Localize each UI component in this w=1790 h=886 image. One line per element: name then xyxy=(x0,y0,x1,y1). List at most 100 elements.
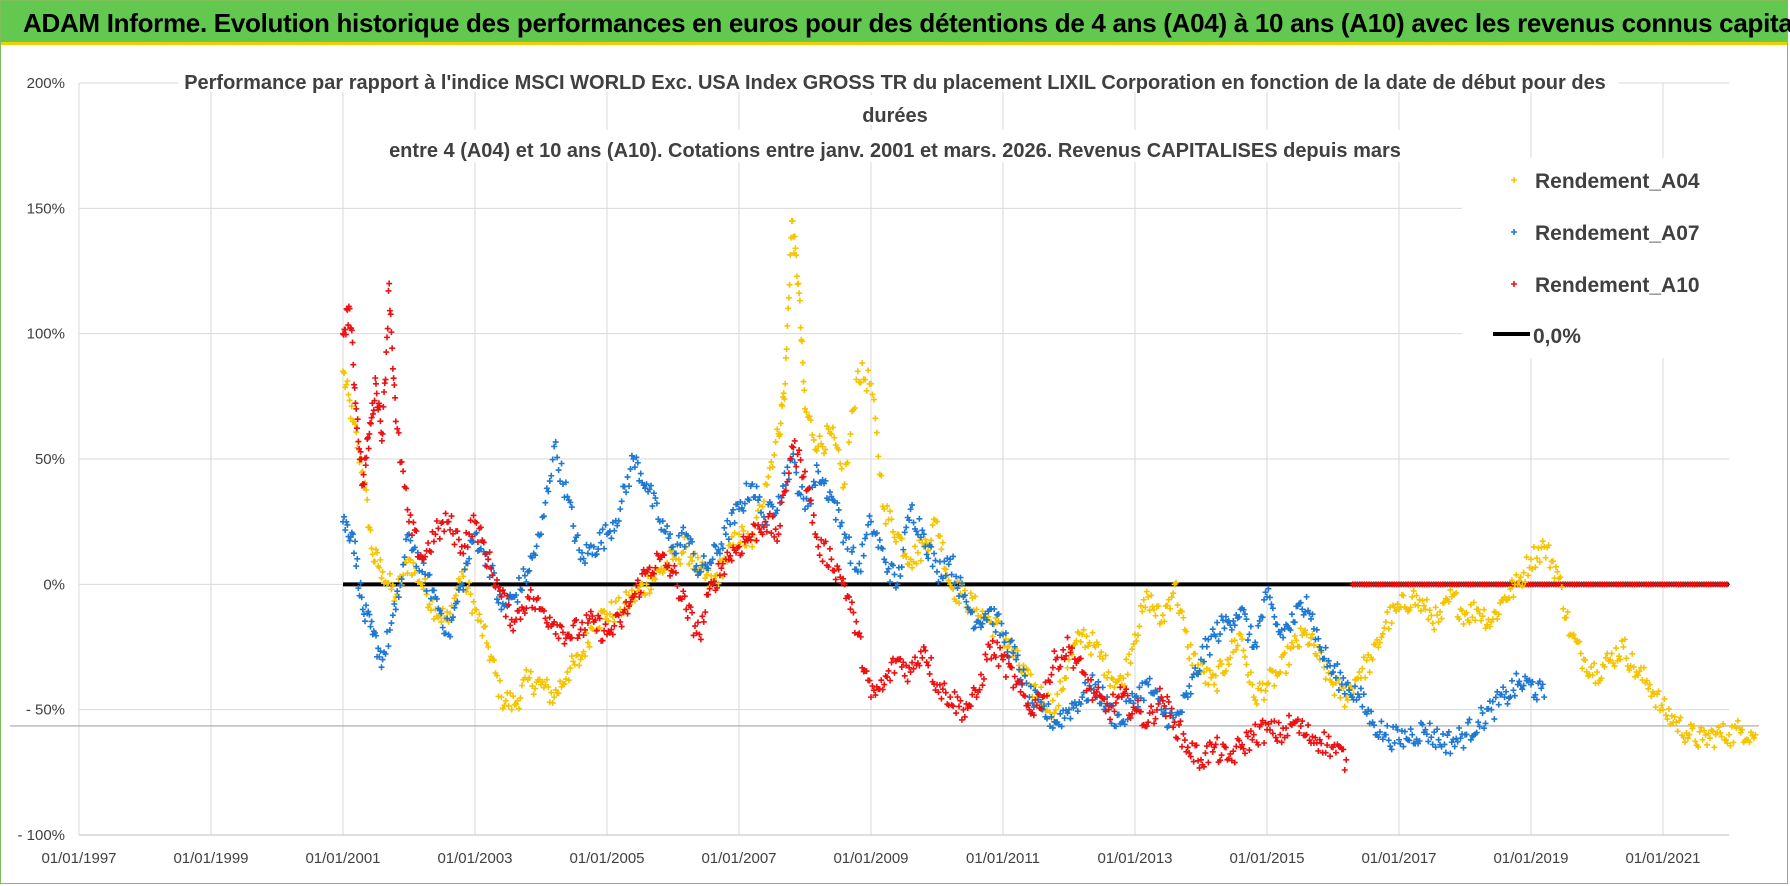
rendement-a07-point xyxy=(624,474,631,481)
rendement-a07-point xyxy=(1476,723,1483,730)
rendement-a04-point xyxy=(1739,726,1746,733)
rendement-a10-point xyxy=(1002,673,1009,680)
rendement-a07-point xyxy=(1214,619,1221,626)
rendement-a07-point xyxy=(910,519,917,526)
rendement-a07-point xyxy=(1014,652,1021,659)
x-tick-label: 01/01/2007 xyxy=(701,850,776,867)
rendement-a10-point xyxy=(505,601,512,608)
rendement-a04-point xyxy=(1170,590,1177,597)
rendement-a10-point xyxy=(1127,714,1134,721)
rendement-a10-point xyxy=(1341,766,1348,773)
rendement-a10-point xyxy=(1108,702,1115,709)
rendement-a07-point xyxy=(1501,694,1508,701)
rendement-a10-point xyxy=(1217,757,1224,764)
rendement-a10-point xyxy=(558,623,565,630)
rendement-a04-point xyxy=(368,545,375,552)
rendement-a04-point xyxy=(513,701,520,708)
rendement-a04-point xyxy=(1308,634,1314,641)
rendement-a04-point xyxy=(913,560,920,567)
rendement-a04-point xyxy=(476,611,483,618)
rendement-a04-point xyxy=(782,380,789,387)
rendement-a07-point xyxy=(1473,729,1480,736)
rendement-a04-point xyxy=(367,527,374,534)
rendement-a04-point xyxy=(1514,581,1521,588)
rendement-a04-point xyxy=(1652,704,1659,711)
rendement-a04-point xyxy=(1748,729,1754,736)
rendement-a07-point xyxy=(1451,743,1458,750)
rendement-a04-point xyxy=(558,683,565,690)
rendement-a04-point xyxy=(1563,614,1570,621)
rendement-a10-point xyxy=(1284,732,1291,739)
rendement-a04-point xyxy=(1249,681,1256,688)
rendement-a10-point xyxy=(1187,753,1194,760)
rendement-a10-point xyxy=(568,634,575,641)
rendement-a10-point xyxy=(956,703,962,710)
rendement-a07-point xyxy=(865,521,872,528)
rendement-a04-point xyxy=(438,619,445,626)
rendement-a07-point xyxy=(1504,700,1511,707)
rendement-a07-point xyxy=(397,582,404,589)
rendement-a10-point xyxy=(502,613,509,620)
rendement-a10-point xyxy=(859,664,866,671)
rendement-a07-point xyxy=(1324,663,1331,670)
rendement-a07-point xyxy=(1536,678,1543,685)
rendement-a04-point xyxy=(1296,643,1303,650)
rendement-a07-point xyxy=(846,534,852,541)
rendement-a07-point xyxy=(856,560,863,567)
rendement-a04-point xyxy=(1127,660,1134,667)
rendement-a07-point xyxy=(376,653,383,660)
rendement-a10-point xyxy=(716,572,723,579)
rendement-a07-point xyxy=(699,562,706,569)
rendement-a07-point xyxy=(832,516,839,523)
rendement-a07-point xyxy=(514,598,521,605)
rendement-a10-point xyxy=(580,632,587,639)
rendement-a10-point xyxy=(807,497,814,504)
rendement-a04-point xyxy=(763,481,770,488)
rendement-a07-point xyxy=(1325,657,1332,664)
rendement-a07-point xyxy=(653,500,660,507)
rendement-a10-point xyxy=(672,569,679,576)
rendement-a10-point xyxy=(978,671,984,678)
rendement-a10-point xyxy=(445,518,452,525)
rendement-a04-point xyxy=(903,553,910,560)
rendement-a04-point xyxy=(526,674,533,681)
rendement-a07-point xyxy=(702,561,709,568)
rendement-a10-point xyxy=(670,568,676,575)
rendement-a04-point xyxy=(1630,664,1637,671)
rendement-a04-point xyxy=(1082,644,1089,651)
rendement-a07-point xyxy=(826,489,833,496)
rendement-a04-point xyxy=(426,601,433,608)
rendement-a04-point xyxy=(1507,586,1514,593)
rendement-a04-point xyxy=(407,556,414,563)
rendement-a10-point xyxy=(671,562,678,569)
rendement-a10-point xyxy=(464,544,471,551)
rendement-a07-point xyxy=(1419,721,1426,728)
rendement-a07-point xyxy=(667,531,674,538)
rendement-a07-point xyxy=(1442,749,1449,756)
rendement-a07-point xyxy=(368,618,375,625)
rendement-a07-point xyxy=(378,664,385,671)
rendement-a10-point xyxy=(1252,721,1259,728)
rendement-a04-point xyxy=(1052,706,1059,713)
rendement-a07-point xyxy=(674,541,681,548)
rendement-a04-point xyxy=(1063,675,1070,682)
rendement-a10-point xyxy=(1297,723,1304,730)
rendement-a10-point xyxy=(358,456,365,463)
rendement-a10-point xyxy=(721,571,728,578)
rendement-a04-point xyxy=(574,651,581,658)
rendement-a04-point xyxy=(1002,635,1009,642)
rendement-a10-point xyxy=(474,539,481,546)
rendement-a04-point xyxy=(510,693,517,700)
rendement-a04-point xyxy=(787,251,794,258)
rendement-a10-point xyxy=(583,612,590,619)
rendement-a10-point xyxy=(986,644,993,650)
rendement-a04-point xyxy=(1202,680,1209,687)
legend-marker xyxy=(1511,177,1517,183)
rendement-a07-point xyxy=(1265,585,1272,592)
rendement-a07-point xyxy=(998,620,1005,627)
rendement-a07-point xyxy=(377,648,384,655)
rendement-a04-point xyxy=(1391,604,1398,611)
rendement-a04-point xyxy=(821,450,828,457)
y-tick-label: 0% xyxy=(43,576,65,593)
rendement-a07-point xyxy=(392,606,399,613)
